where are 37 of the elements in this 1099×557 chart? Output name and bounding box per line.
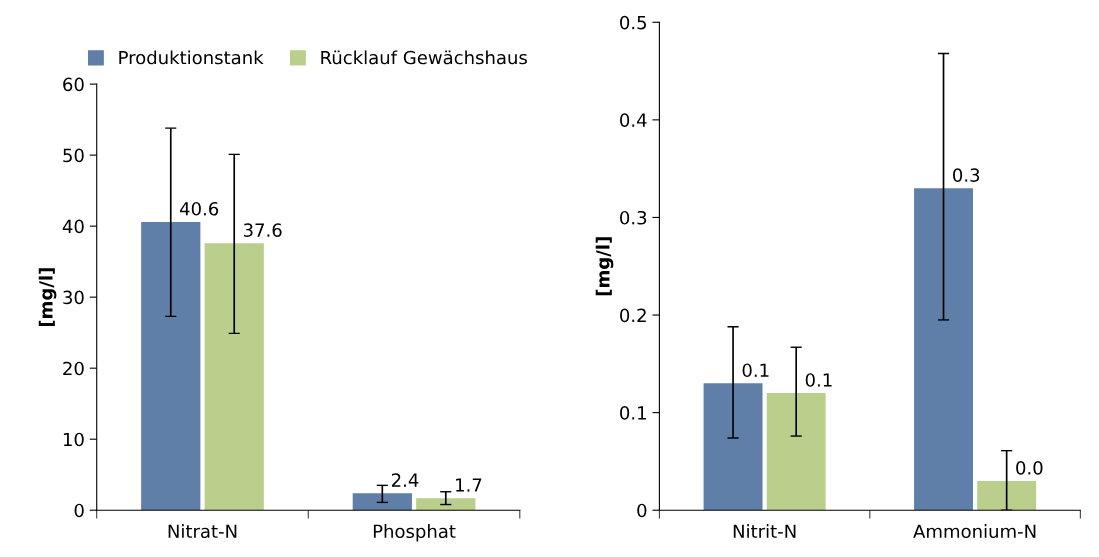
x-tick-label: Ammonium-N bbox=[913, 524, 1036, 539]
data-label: 0.0 bbox=[1016, 461, 1043, 475]
bar bbox=[766, 393, 826, 511]
bar bbox=[914, 188, 973, 511]
data-label: 2.4 bbox=[391, 473, 419, 487]
legend-label: Rücklauf Gewächshaus bbox=[321, 50, 527, 65]
y-tick-label: 0.2 bbox=[620, 308, 646, 323]
x-tick-label: Phosphat bbox=[373, 524, 456, 542]
bar bbox=[703, 383, 763, 511]
y-tick-label: 0.4 bbox=[620, 113, 647, 127]
data-label: 1.7 bbox=[456, 478, 482, 492]
x-tick-label: Nitrat-N bbox=[168, 524, 237, 539]
bar bbox=[352, 493, 412, 511]
y-tick-label: 30 bbox=[63, 290, 84, 305]
data-label: 40.6 bbox=[179, 201, 219, 216]
y-axis-title: [mg/l] bbox=[38, 268, 57, 327]
bar bbox=[141, 221, 201, 511]
y-tick-label: 0.3 bbox=[620, 210, 647, 225]
data-label: 0.1 bbox=[805, 373, 832, 387]
data-label: 0.1 bbox=[742, 363, 769, 378]
y-tick-label: 0.5 bbox=[620, 15, 647, 30]
y-tick-label: 0.1 bbox=[620, 406, 646, 420]
y-tick-label: 10 bbox=[63, 432, 84, 447]
bar bbox=[416, 498, 476, 511]
legend-label: Produktionstank bbox=[119, 50, 264, 65]
data-label: 0.3 bbox=[953, 168, 980, 182]
y-axis-title: [mg/l] bbox=[595, 237, 614, 296]
y-tick-label: 40 bbox=[62, 219, 84, 234]
y-tick-label: 20 bbox=[63, 361, 84, 376]
x-tick-label: Nitrit-N bbox=[733, 524, 796, 538]
bar bbox=[977, 480, 1037, 511]
y-tick-label: 0 bbox=[637, 503, 647, 518]
bar bbox=[204, 243, 264, 511]
y-tick-label: 60 bbox=[63, 77, 84, 92]
y-tick-label: 0 bbox=[74, 503, 84, 518]
data-label: 37.6 bbox=[243, 223, 282, 237]
y-tick-label: 50 bbox=[63, 148, 84, 163]
